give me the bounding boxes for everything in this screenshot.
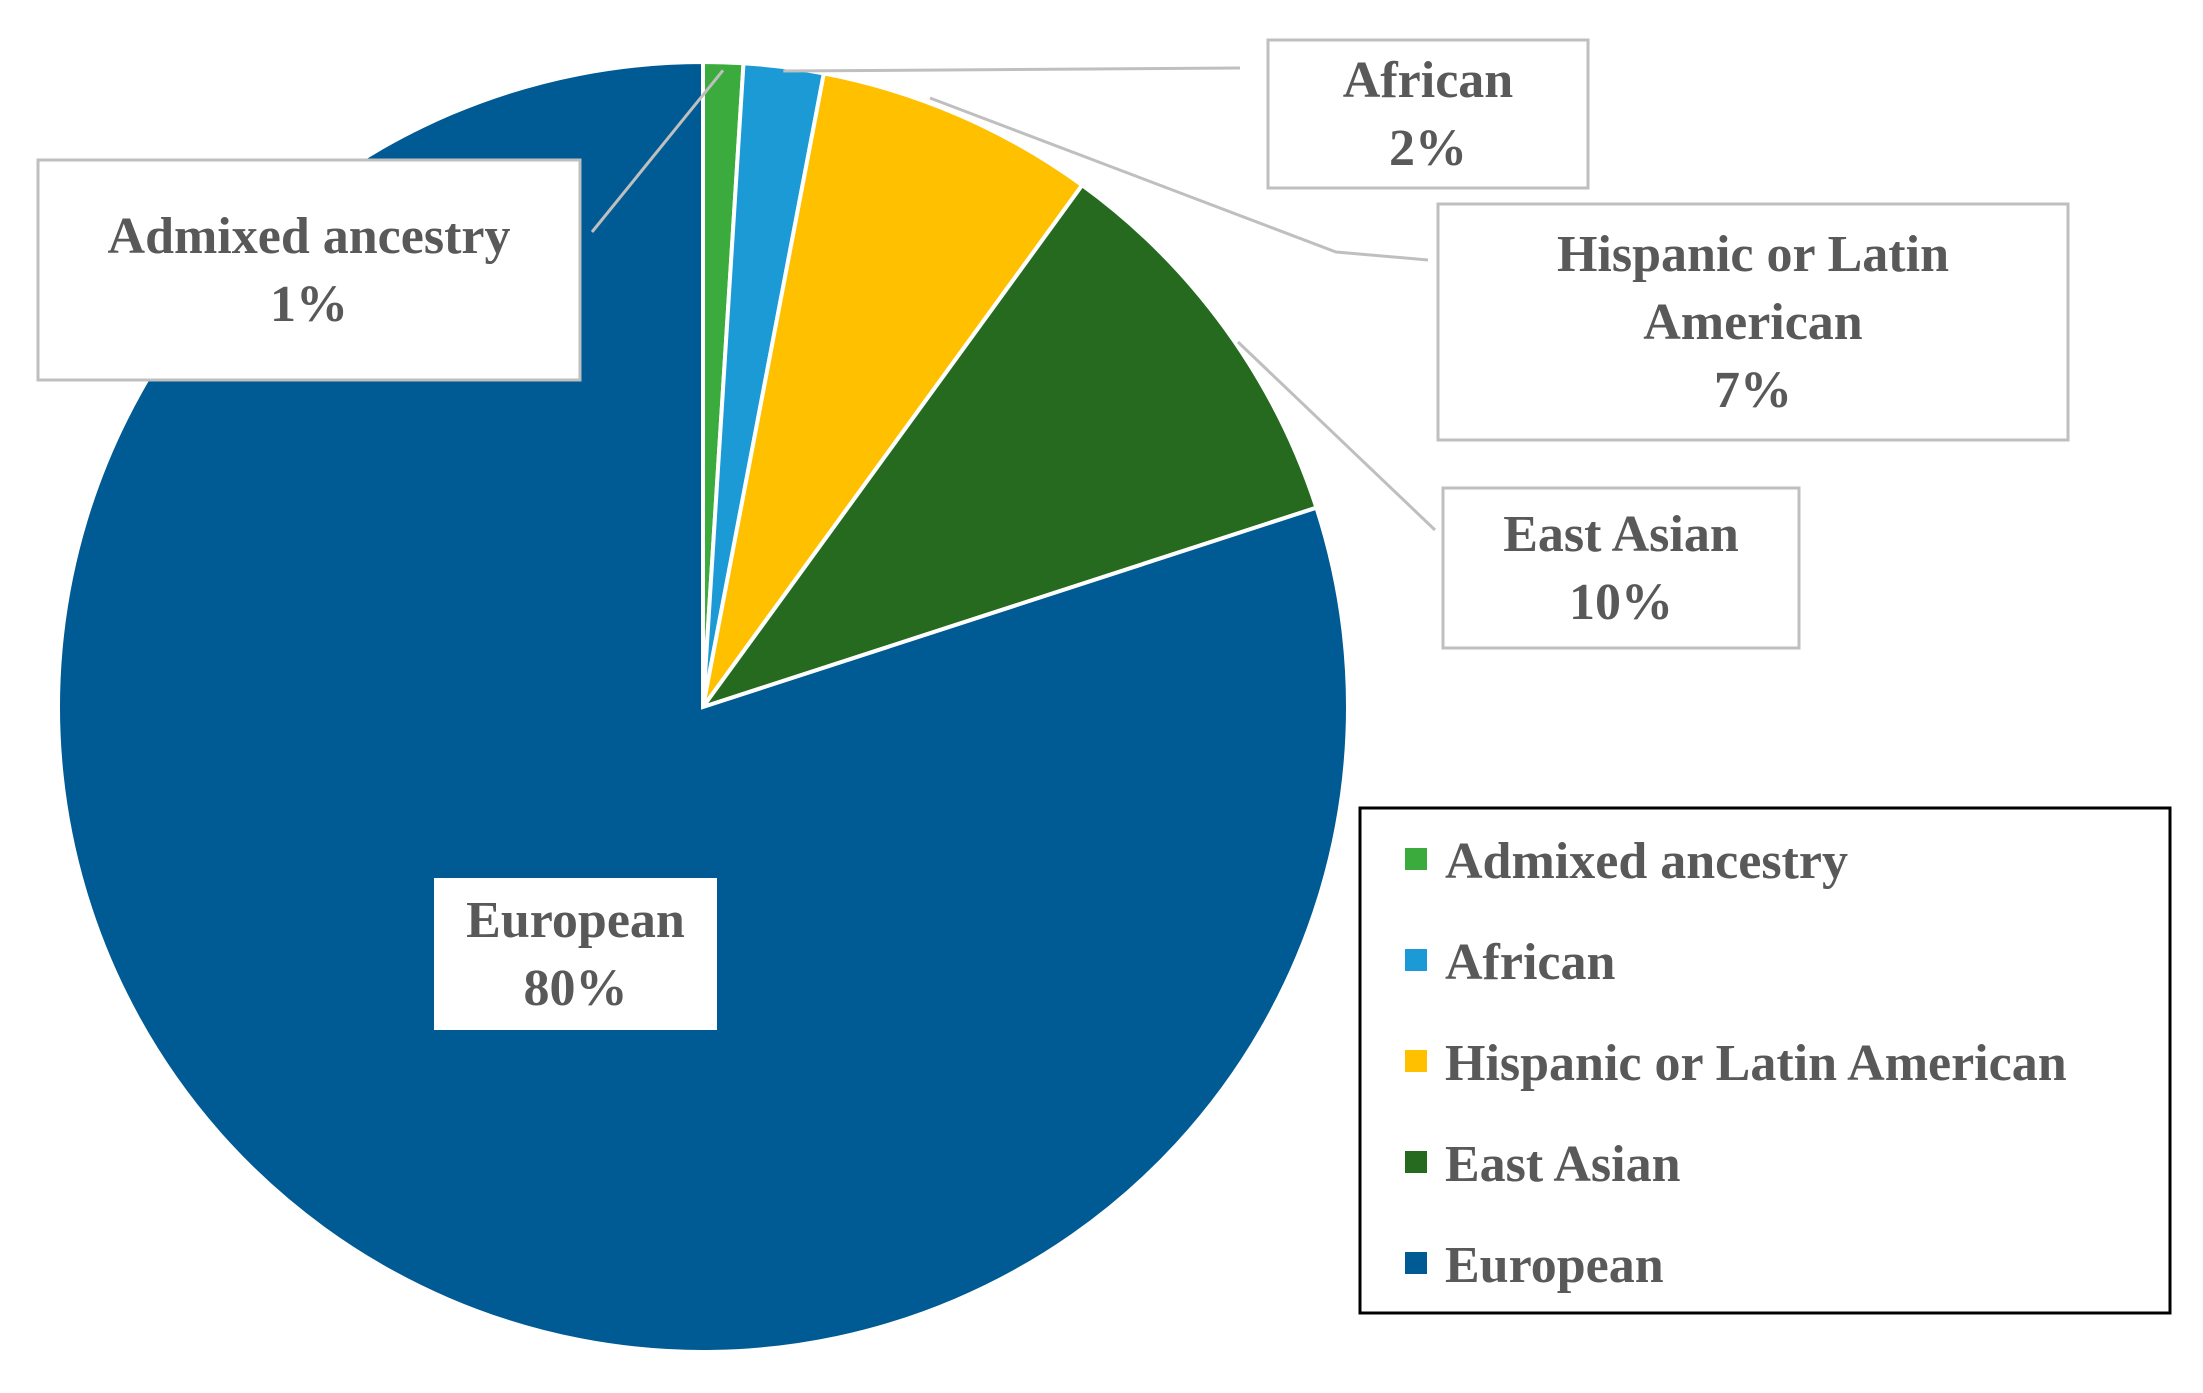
legend: Admixed ancestry African Hispanic or Latin…	[1358, 806, 2172, 1315]
data-label-european: European 80%	[434, 878, 717, 1030]
legend-label: African	[1445, 934, 1615, 991]
data-label-african: African 2%	[1266, 38, 1590, 190]
data-label-category: African	[1343, 52, 1513, 109]
legend-item-admixed-ancestry: Admixed ancestry	[1405, 833, 1848, 890]
legend-frame	[1358, 806, 2172, 1315]
pie-slice-hispanic-or-latin-american	[701, 71, 1085, 709]
data-label-box	[434, 878, 717, 1030]
data-label-box	[1441, 486, 1801, 650]
legend-item-african: African	[1405, 934, 1615, 991]
legend-label: East Asian	[1445, 1136, 1681, 1193]
pie-slices	[56, 59, 1350, 1354]
data-label-category: American	[1643, 294, 1863, 351]
leader-lines	[590, 66, 1437, 532]
pie-slice-east-asian	[697, 182, 1319, 711]
legend-label: Hispanic or Latin American	[1445, 1035, 2067, 1092]
data-label-box	[1436, 202, 2070, 442]
legend-swatch	[1405, 1252, 1427, 1274]
legend-swatch	[1405, 1050, 1427, 1072]
data-label-category: East Asian	[1503, 506, 1739, 563]
legend-label: European	[1445, 1237, 1664, 1294]
data-label-category: Hispanic or Latin	[1557, 226, 1949, 283]
legend-item-east-asian: East Asian	[1405, 1136, 1681, 1193]
legend-swatch	[1405, 848, 1427, 870]
data-label-box	[36, 158, 582, 382]
data-label-percent: 1%	[270, 276, 348, 333]
legend-swatch	[1405, 1151, 1427, 1173]
legend-item-european: European	[1405, 1237, 1664, 1294]
leader-line-east-asian	[1236, 340, 1437, 532]
data-label-percent: 80%	[524, 960, 628, 1017]
leader-line-african	[783, 66, 1241, 73]
data-label-east-asian: East Asian 10%	[1441, 486, 1801, 650]
data-label-hispanic-or-latin-american: Hispanic or Latin American 7%	[1436, 202, 2070, 442]
data-label-category: European	[466, 892, 685, 949]
data-label-percent: 2%	[1389, 120, 1467, 177]
data-label-category: Admixed ancestry	[108, 208, 511, 265]
legend-item-hispanic-or-latin-american: Hispanic or Latin American	[1405, 1035, 2067, 1092]
legend-swatch	[1405, 949, 1427, 971]
data-label-admixed-ancestry: Admixed ancestry 1%	[36, 158, 582, 382]
data-label-box	[1266, 38, 1590, 190]
data-label-percent: 7%	[1714, 362, 1792, 419]
data-labels: Admixed ancestry 1% African 2% Hispanic or L…	[36, 38, 2070, 1030]
leader-line-hispanic-or-latin-american	[929, 96, 1429, 262]
data-label-percent: 10%	[1569, 574, 1673, 631]
leader-line-admixed-ancestry	[590, 69, 725, 233]
legend-label: Admixed ancestry	[1445, 833, 1848, 890]
